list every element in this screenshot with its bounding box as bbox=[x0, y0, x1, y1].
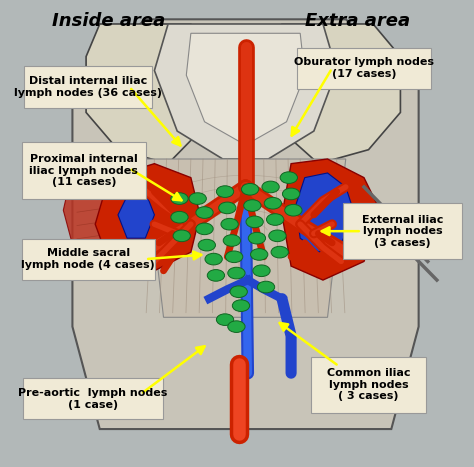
Polygon shape bbox=[282, 159, 382, 280]
Ellipse shape bbox=[219, 202, 236, 214]
Ellipse shape bbox=[171, 193, 188, 205]
Ellipse shape bbox=[228, 267, 245, 279]
Ellipse shape bbox=[257, 281, 275, 293]
Text: Oburator lymph nodes
(17 cases): Oburator lymph nodes (17 cases) bbox=[294, 57, 434, 79]
FancyBboxPatch shape bbox=[23, 378, 163, 419]
Text: External iliac
lymph nodes
(3 cases): External iliac lymph nodes (3 cases) bbox=[362, 214, 443, 248]
Text: Pre-aortic  lymph nodes
(1 case): Pre-aortic lymph nodes (1 case) bbox=[18, 388, 168, 410]
Polygon shape bbox=[86, 24, 209, 163]
Ellipse shape bbox=[216, 314, 234, 325]
FancyBboxPatch shape bbox=[22, 239, 155, 280]
Polygon shape bbox=[73, 19, 419, 429]
Polygon shape bbox=[155, 24, 337, 159]
Ellipse shape bbox=[266, 214, 284, 226]
FancyBboxPatch shape bbox=[311, 357, 426, 413]
Polygon shape bbox=[273, 24, 401, 163]
Ellipse shape bbox=[230, 286, 247, 297]
Ellipse shape bbox=[271, 246, 288, 258]
Text: Inside area: Inside area bbox=[52, 12, 165, 30]
Ellipse shape bbox=[244, 200, 261, 212]
Text: Extra area: Extra area bbox=[305, 12, 410, 30]
Ellipse shape bbox=[173, 230, 191, 241]
Polygon shape bbox=[146, 159, 346, 317]
Ellipse shape bbox=[216, 186, 234, 198]
Ellipse shape bbox=[269, 230, 286, 241]
Ellipse shape bbox=[241, 184, 259, 195]
Ellipse shape bbox=[207, 269, 225, 281]
Ellipse shape bbox=[196, 207, 213, 219]
Text: Proximal internal
iliac lymph nodes
(11 cases): Proximal internal iliac lymph nodes (11 … bbox=[29, 154, 138, 187]
FancyBboxPatch shape bbox=[24, 66, 152, 108]
Polygon shape bbox=[186, 33, 305, 145]
Polygon shape bbox=[95, 163, 200, 271]
Ellipse shape bbox=[285, 205, 302, 216]
Ellipse shape bbox=[246, 216, 263, 228]
Ellipse shape bbox=[283, 188, 300, 200]
Ellipse shape bbox=[280, 172, 298, 184]
FancyBboxPatch shape bbox=[297, 48, 431, 89]
Ellipse shape bbox=[248, 233, 265, 244]
Ellipse shape bbox=[251, 248, 268, 260]
Ellipse shape bbox=[226, 251, 243, 262]
FancyBboxPatch shape bbox=[22, 142, 146, 199]
Text: Middle sacral
lymph node (4 cases): Middle sacral lymph node (4 cases) bbox=[21, 248, 155, 270]
Ellipse shape bbox=[205, 253, 222, 265]
FancyBboxPatch shape bbox=[343, 203, 462, 259]
Ellipse shape bbox=[171, 212, 188, 223]
Ellipse shape bbox=[221, 219, 238, 230]
Ellipse shape bbox=[189, 193, 206, 205]
Ellipse shape bbox=[232, 300, 250, 311]
Text: Distal internal iliac
lymph nodes (36 cases): Distal internal iliac lymph nodes (36 ca… bbox=[14, 76, 163, 98]
Ellipse shape bbox=[223, 234, 240, 246]
Polygon shape bbox=[64, 150, 146, 271]
Ellipse shape bbox=[228, 321, 245, 333]
Polygon shape bbox=[296, 173, 355, 252]
Ellipse shape bbox=[264, 198, 282, 209]
Text: Common iliac
lymph nodes
( 3 cases): Common iliac lymph nodes ( 3 cases) bbox=[327, 368, 410, 402]
Ellipse shape bbox=[198, 239, 216, 251]
Ellipse shape bbox=[262, 181, 279, 193]
Ellipse shape bbox=[253, 265, 270, 276]
Ellipse shape bbox=[196, 223, 213, 234]
Polygon shape bbox=[118, 191, 155, 238]
